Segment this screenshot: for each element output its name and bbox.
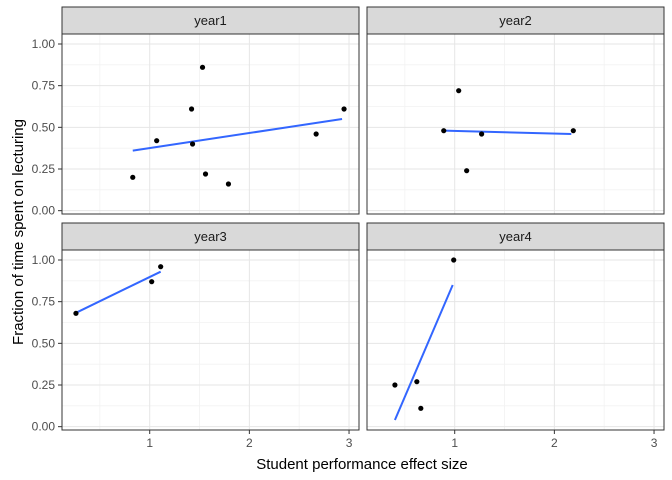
data-point (464, 168, 470, 174)
data-point (199, 64, 206, 70)
fit-line (443, 129, 572, 135)
y-tick-label: 0.00 (32, 420, 56, 434)
y-tick-label: 0.00 (32, 204, 56, 218)
data-point (73, 310, 79, 316)
y-tick-label: 1.00 (32, 37, 56, 51)
data-point (456, 88, 462, 94)
x-tick-label: 2 (551, 436, 558, 450)
facet-panel-year3: year3 0.00 0.25 0.50 0.75 1.00 1 2 3 (32, 222, 360, 450)
data-point (158, 264, 164, 270)
x-tick-label: 1 (146, 436, 153, 450)
facet-strip-label: year2 (499, 13, 532, 28)
data-point (149, 279, 155, 285)
y-tick-label: 0.50 (32, 120, 56, 134)
data-point (130, 174, 136, 180)
panel-background (62, 250, 359, 430)
panel-border (61, 249, 360, 431)
x-tick-label: 3 (651, 436, 658, 450)
data-point (188, 106, 195, 112)
facet-panels: year1 0.00 0.25 0.50 0.75 1.00 year2 year3 0.00 0… (32, 6, 665, 450)
x-tick-label: 3 (346, 436, 353, 450)
facet-strip-label: year1 (194, 13, 227, 28)
y-axis-title: Fraction of time spent on lecturing (10, 119, 27, 345)
data-point (451, 257, 457, 263)
data-point (418, 405, 424, 411)
x-tick-label: 2 (246, 436, 253, 450)
data-point (154, 138, 160, 144)
y-tick-label: 0.75 (32, 79, 56, 93)
panel-border (366, 249, 665, 431)
data-point (479, 131, 485, 137)
facet-strip (366, 6, 665, 35)
panel-border (366, 33, 665, 215)
y-tick-label: 0.25 (32, 378, 56, 392)
facet-strip (61, 6, 360, 35)
data-point (570, 128, 576, 134)
y-tick-label: 0.25 (32, 162, 56, 176)
facet-panel-year4: year4 1 2 3 (366, 222, 665, 450)
facet-panel-year2: year2 (366, 6, 665, 215)
x-tick-label: 1 (451, 436, 458, 450)
data-point (392, 382, 398, 388)
x-axis-title: Student performance effect size (256, 456, 468, 473)
fit-line (393, 284, 454, 421)
data-point (225, 181, 232, 187)
facet-strip-label: year3 (194, 229, 227, 244)
data-point (441, 128, 447, 134)
panel-background (367, 250, 664, 430)
panel-background (367, 34, 664, 214)
facet-strip (366, 222, 665, 251)
fit-line (132, 118, 343, 152)
y-tick-label: 1.00 (32, 253, 56, 267)
facet-strip-label: year4 (499, 229, 532, 244)
data-point (414, 379, 420, 385)
data-point (313, 131, 319, 137)
panel-border (61, 33, 360, 215)
y-tick-label: 0.50 (32, 336, 56, 350)
fit-line (74, 270, 162, 315)
y-tick-label: 0.75 (32, 295, 56, 309)
facet-panel-year1: year1 0.00 0.25 0.50 0.75 1.00 (32, 6, 360, 218)
data-point (189, 141, 196, 147)
facet-strip (61, 222, 360, 251)
data-point (202, 171, 209, 177)
data-point (341, 106, 347, 112)
